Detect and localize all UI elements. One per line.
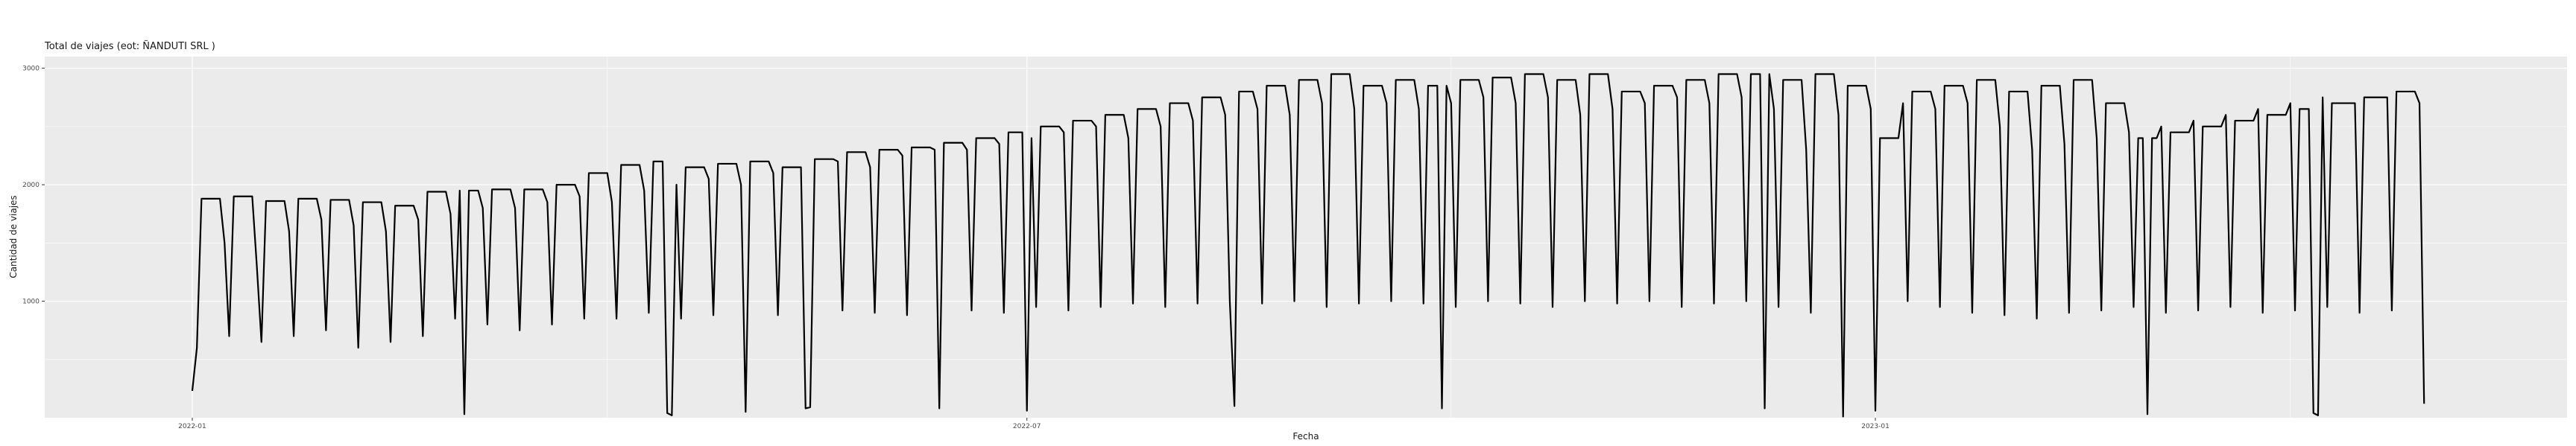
y-axis: 1000 2000 3000 [22, 66, 45, 306]
x-axis: 2022-01 2022-07 2023-01 [178, 418, 1890, 430]
chart-title: Total de viajes (eot: ÑANDUTI SRL ) [44, 40, 215, 52]
series-layer [191, 73, 2425, 418]
plot-panel [45, 57, 2567, 418]
y-tick-label: 2000 [22, 182, 40, 189]
x-tick-label: 2022-01 [178, 423, 206, 430]
y-tick-label: 3000 [22, 66, 40, 73]
series-line [191, 73, 2425, 418]
x-axis-label: Fecha [1292, 431, 1319, 442]
x-tick-label: 2022-07 [1013, 423, 1041, 430]
y-axis-label: Cantidad de viajes [8, 195, 19, 278]
y-tick-label: 1000 [22, 299, 40, 306]
grid-major [45, 57, 2567, 418]
x-tick-label: 2023-01 [1861, 423, 1890, 430]
